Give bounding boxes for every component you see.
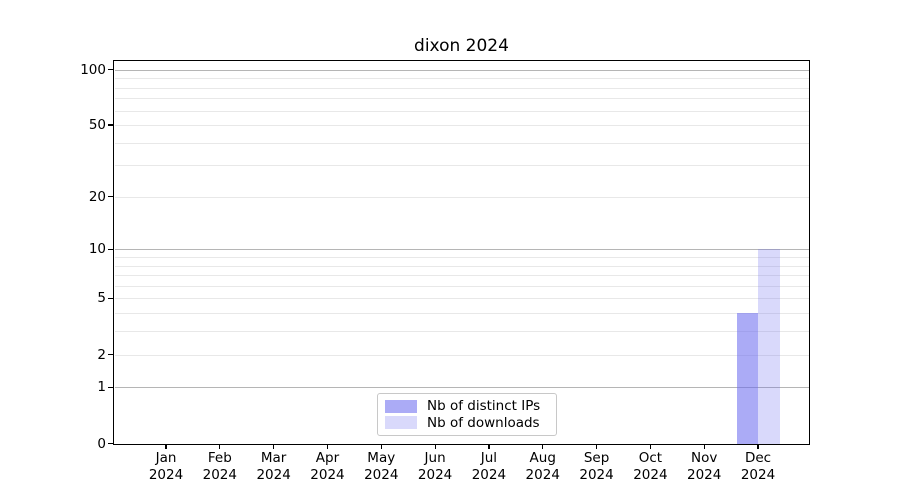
x-tick — [380, 444, 382, 449]
legend-swatch-nb-of-distinct-ips — [385, 399, 417, 413]
x-tick-label: Feb 2024 — [202, 450, 237, 483]
y-minor-gridline — [114, 285, 810, 287]
x-tick-label: Jan 2024 — [148, 450, 184, 483]
y-minor-gridline — [114, 313, 810, 315]
bar-nb-of-downloads-dec — [758, 249, 780, 444]
y-tick-label: 1 — [97, 379, 106, 396]
x-tick-label: Apr 2024 — [310, 450, 345, 483]
y-tick — [108, 196, 113, 198]
y-tick — [108, 124, 113, 126]
y-tick-label: 100 — [80, 61, 106, 78]
x-tick — [542, 444, 544, 449]
x-tick — [703, 444, 705, 449]
legend-item: Nb of distinct IPs — [385, 398, 549, 414]
x-tick-label: Nov 2024 — [687, 450, 722, 483]
y-major-gridline — [114, 387, 810, 389]
y-minor-gridline — [114, 98, 810, 100]
x-tick-label: Sep 2024 — [579, 450, 614, 483]
y-tick — [108, 248, 113, 250]
y-major-gridline — [114, 69, 810, 71]
y-tick-label: 10 — [88, 241, 106, 258]
legend: Nb of distinct IPs Nb of downloads — [377, 393, 557, 436]
y-minor-gridline — [114, 354, 810, 356]
x-tick-label: Dec 2024 — [740, 450, 776, 483]
x-tick — [757, 444, 759, 449]
y-tick — [108, 386, 113, 388]
bar-nb-of-distinct-ips-dec — [736, 313, 759, 444]
x-tick-label: May 2024 — [364, 450, 399, 483]
y-major-gridline — [114, 249, 810, 251]
y-tick-label: 5 — [97, 290, 106, 307]
legend-item: Nb of downloads — [385, 415, 549, 431]
y-minor-gridline — [114, 196, 810, 198]
y-tick — [108, 442, 113, 445]
y-tick — [108, 353, 113, 356]
x-tick — [434, 444, 436, 449]
x-tick — [165, 444, 167, 449]
y-minor-gridline — [114, 165, 810, 167]
x-tick-label: Jun 2024 — [417, 450, 453, 483]
y-minor-gridline — [114, 110, 810, 112]
y-minor-gridline — [114, 78, 810, 80]
y-minor-gridline — [114, 87, 810, 89]
x-tick — [219, 444, 221, 449]
y-tick — [108, 69, 113, 71]
legend-label: Nb of downloads — [427, 414, 540, 431]
x-tick — [273, 444, 275, 449]
y-minor-gridline — [114, 125, 810, 127]
y-minor-gridline — [114, 298, 810, 300]
x-tick-label: Jul 2024 — [471, 450, 507, 483]
y-minor-gridline — [114, 331, 810, 333]
x-tick-label: Oct 2024 — [633, 450, 668, 483]
chart-title: dixon 2024 — [414, 36, 509, 56]
x-tick — [488, 444, 490, 449]
x-tick — [595, 444, 598, 449]
y-minor-gridline — [114, 256, 810, 258]
y-tick-label: 20 — [88, 188, 106, 205]
y-minor-gridline — [114, 275, 810, 277]
y-tick-label: 50 — [88, 117, 106, 134]
x-tick — [649, 444, 651, 449]
y-minor-gridline — [114, 265, 810, 267]
x-tick-label: Mar 2024 — [256, 450, 291, 483]
legend-swatch-nb-of-downloads — [385, 416, 417, 430]
x-tick — [326, 444, 329, 449]
y-tick-label: 0 — [97, 435, 106, 452]
legend-label: Nb of distinct IPs — [427, 398, 541, 415]
y-minor-gridline — [114, 142, 810, 144]
x-tick-label: Aug 2024 — [525, 450, 560, 483]
y-tick-label: 2 — [97, 346, 106, 363]
y-tick — [108, 297, 113, 299]
